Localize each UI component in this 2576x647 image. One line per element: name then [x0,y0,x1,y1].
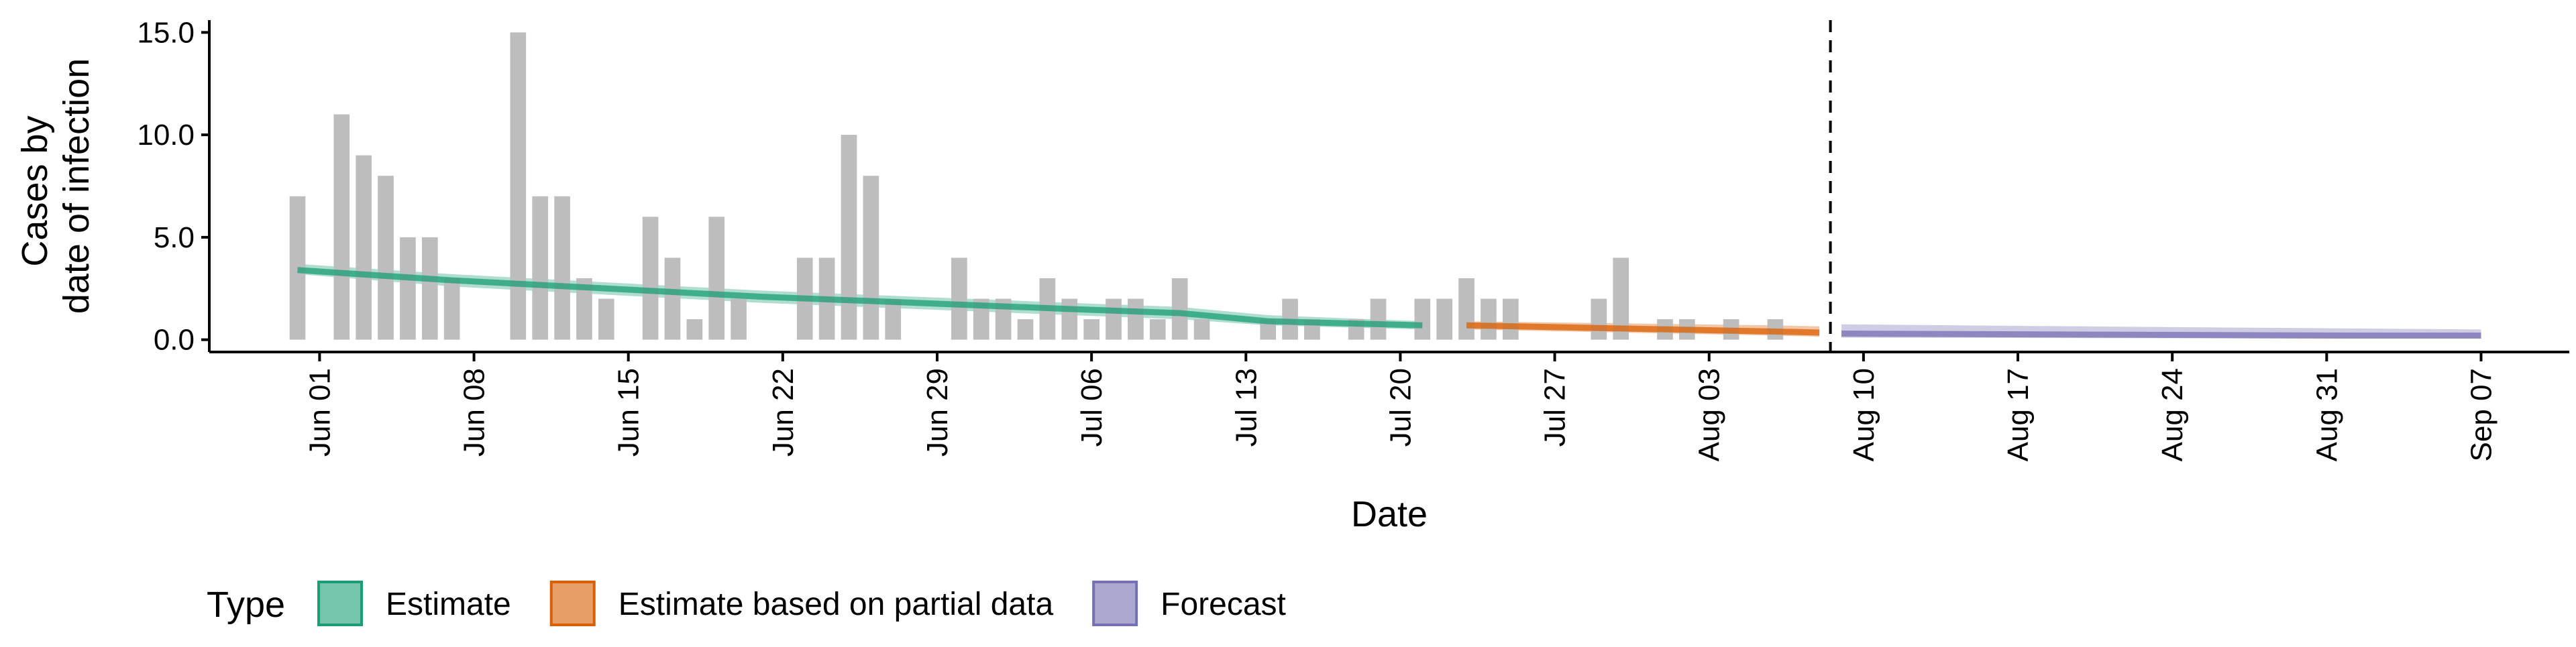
median-line-forecast [1841,331,2481,339]
case-bar [1414,298,1431,340]
legend-label: Estimate based on partial data [619,587,1054,622]
x-tick-label: Aug 31 [2310,368,2343,461]
case-bar [1436,298,1453,340]
case-bar [708,217,725,340]
x-tick-label: Aug 17 [2002,368,2035,461]
case-bar [576,278,592,340]
y-tick-label: 5.0 [154,221,195,254]
x-axis-title: Date [1351,494,1428,534]
case-bar [664,257,681,340]
x-tick-label: Jun 15 [612,368,645,457]
median-line-estimate [297,267,1423,329]
case-bar [841,135,857,340]
case-bars-layer [289,32,1784,340]
x-tick-label: Jul 13 [1230,368,1263,447]
case-bar [973,298,989,340]
legend-title: Type [207,585,285,625]
median-lines-layer [297,267,2481,339]
case-bar [443,278,460,340]
x-tick-label: Jul 06 [1075,368,1108,447]
case-bar [1481,298,1497,340]
case-bar [532,196,549,340]
case-bar [951,257,967,340]
legend-swatch [317,581,363,626]
x-tick-label: Jun 08 [458,368,491,457]
case-bar [1149,319,1166,340]
x-tick-label: Jun 01 [303,368,336,457]
legend: Type Estimate Estimate based on partial d… [207,581,1286,626]
x-tick-label: Jul 27 [1539,368,1572,447]
y-tick-label: 15.0 [137,16,195,49]
case-bar [1458,278,1474,340]
case-bar [1171,278,1188,340]
x-tick-label: Aug 03 [1693,368,1726,461]
case-bar [356,155,372,340]
case-bar [1061,298,1078,340]
y-axis-title: Cases by date of infection [15,58,97,314]
y-tick-label: 0.0 [154,324,195,357]
case-bar [1502,298,1519,340]
x-tick-label: Aug 10 [1847,368,1880,461]
case-bar [1017,319,1034,340]
case-bar [1370,298,1387,340]
case-bar [1083,319,1099,340]
case-bar [598,298,614,340]
case-bar [333,114,350,340]
median-line-estimate-based-on-partial-data [1466,322,1820,336]
legend-label: Estimate [386,587,511,622]
case-bar [642,217,659,340]
case-bar [1613,257,1629,340]
case-bar [686,319,703,340]
case-bar [863,176,879,340]
y-axis-ticks: 0.0 5.0 10.0 15.0 [137,16,209,357]
case-bar [554,196,570,340]
x-tick-label: Jun 29 [921,368,954,457]
x-tick-label: Sep 07 [2465,368,2498,461]
case-bar [421,237,438,340]
case-bar [378,176,394,340]
x-tick-label: Aug 24 [2156,368,2189,461]
legend-swatch [549,581,596,626]
case-bar [1106,298,1122,340]
legend-swatch [1092,581,1138,626]
x-axis-ticks: Jun 01 Jun 08 Jun 15 Jun 22 Jun 29 Jul 06 Jul … [303,352,2498,461]
case-bar [289,196,306,340]
case-bar [400,237,416,340]
y-axis-title-line-1: Cases by [15,115,55,266]
x-tick-label: Jun 22 [767,368,800,457]
y-tick-label: 10.0 [137,119,195,152]
case-bar [885,298,902,340]
case-bar [1193,319,1210,340]
y-axis-title-line-2: date of infection [56,58,97,314]
case-bar [1128,298,1144,340]
case-bar [510,32,527,340]
case-bar [731,298,747,340]
case-bar [1591,298,1607,340]
x-tick-label: Jul 20 [1384,368,1417,447]
legend-label: Forecast [1161,587,1286,622]
